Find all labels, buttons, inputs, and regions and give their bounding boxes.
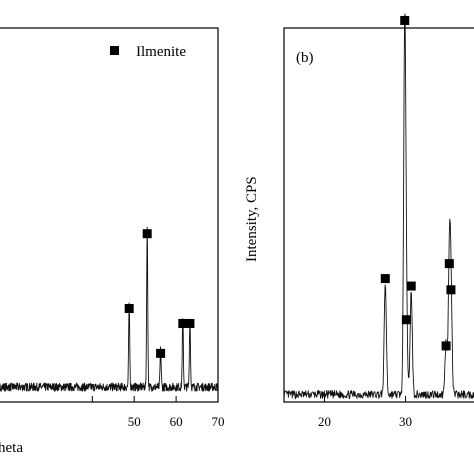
panel-a: 50 60 70 Ilmenite heta [0, 27, 225, 456]
panel-a-frame [0, 27, 219, 403]
panel-b: 20 30 (b) Intensity, CPS [244, 13, 474, 429]
panel-b-label: (b) [296, 50, 314, 66]
ilmenite-peak-marker [446, 285, 456, 295]
panel-b-ylabel: Intensity, CPS [244, 176, 260, 262]
x-tick-label: 30 [399, 414, 412, 429]
ilmenite-peak-marker [441, 341, 451, 351]
ilmenite-peak-marker [185, 318, 195, 328]
ilmenite-peak-marker [156, 348, 166, 358]
xrd-trace [0, 226, 219, 392]
panel-a-xlabel: heta [0, 440, 23, 456]
xrd-trace [283, 13, 474, 400]
x-tick-label: 60 [170, 414, 183, 429]
x-tick-label: 20 [318, 414, 331, 429]
ilmenite-peak-marker [444, 259, 454, 269]
legend-ilmenite-marker [110, 46, 119, 55]
panel-a-legend: Ilmenite [110, 44, 186, 60]
ilmenite-peak-marker [124, 304, 134, 313]
panel-b-frame [283, 27, 474, 403]
ilmenite-peak-marker [178, 318, 188, 328]
x-tick-label: 70 [212, 414, 225, 429]
x-tick-label: 50 [128, 414, 141, 429]
legend-ilmenite-label: Ilmenite [136, 44, 186, 60]
ilmenite-peak-marker [380, 274, 390, 284]
ilmenite-peak-marker [401, 315, 411, 325]
ilmenite-peak-marker [142, 229, 152, 239]
ilmenite-peak-marker [406, 281, 416, 291]
ilmenite-peak-marker [400, 16, 410, 26]
